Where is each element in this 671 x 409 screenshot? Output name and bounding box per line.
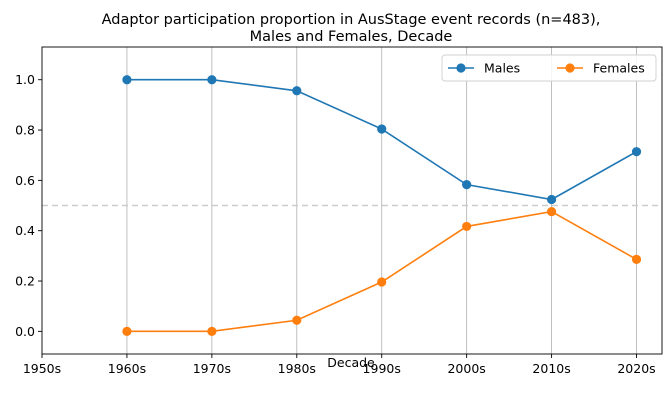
data-point-females [631, 254, 642, 264]
x-tick-label: 2000s [447, 361, 485, 376]
y-tick-label: 0.8 [15, 123, 35, 138]
x-tick-label: 1980s [278, 361, 316, 376]
x-tick-label: 1950s [23, 361, 61, 376]
x-tick-label: 1990s [363, 361, 401, 376]
data-point-males [292, 86, 302, 96]
x-axis-label: Decade [327, 355, 375, 370]
x-tick-label: 2010s [532, 361, 570, 376]
data-point-females [377, 277, 387, 287]
data-point-males [462, 180, 472, 190]
data-point-males [207, 75, 217, 85]
y-tick-label: 0.0 [15, 324, 35, 339]
legend-marker-females [565, 63, 575, 73]
y-tick-label: 0.4 [15, 223, 35, 238]
legend-box [441, 54, 657, 82]
chart-title: Adaptor participation proportion in AusS… [102, 12, 601, 28]
x-tick-label: 2020s [617, 361, 655, 376]
x-axis: 1950s 1960s 1970s 1980s 1990s 2000s 2010s 2020s [23, 354, 656, 376]
x-tick-label: 1970s [193, 361, 231, 376]
legend-marker-males [456, 63, 466, 73]
y-tick-label: 0.2 [15, 274, 35, 289]
y-tick-label: 0.6 [15, 173, 35, 188]
data-point-females [546, 206, 557, 217]
legend-label-females: Females [593, 61, 645, 76]
data-point-females [462, 221, 472, 232]
x-tick-label: 1960s [108, 361, 146, 376]
data-point-females [122, 326, 132, 336]
data-point-males [377, 124, 387, 134]
data-point-females [207, 326, 217, 336]
plot-frame [41, 46, 663, 355]
legend: Males Females [441, 54, 657, 82]
data-point-males [631, 147, 642, 157]
legend-label-males: Males [484, 61, 520, 76]
series-layer [122, 75, 642, 336]
data-point-females [292, 315, 302, 325]
data-point-males [122, 75, 132, 85]
y-axis: 0.0 0.2 0.4 0.6 0.8 1.0 [15, 72, 42, 339]
y-tick-label: 1.0 [15, 72, 35, 87]
data-point-males [546, 194, 557, 205]
chart-subtitle: Males and Females, Decade [250, 29, 453, 45]
grid-layer [126, 47, 637, 354]
